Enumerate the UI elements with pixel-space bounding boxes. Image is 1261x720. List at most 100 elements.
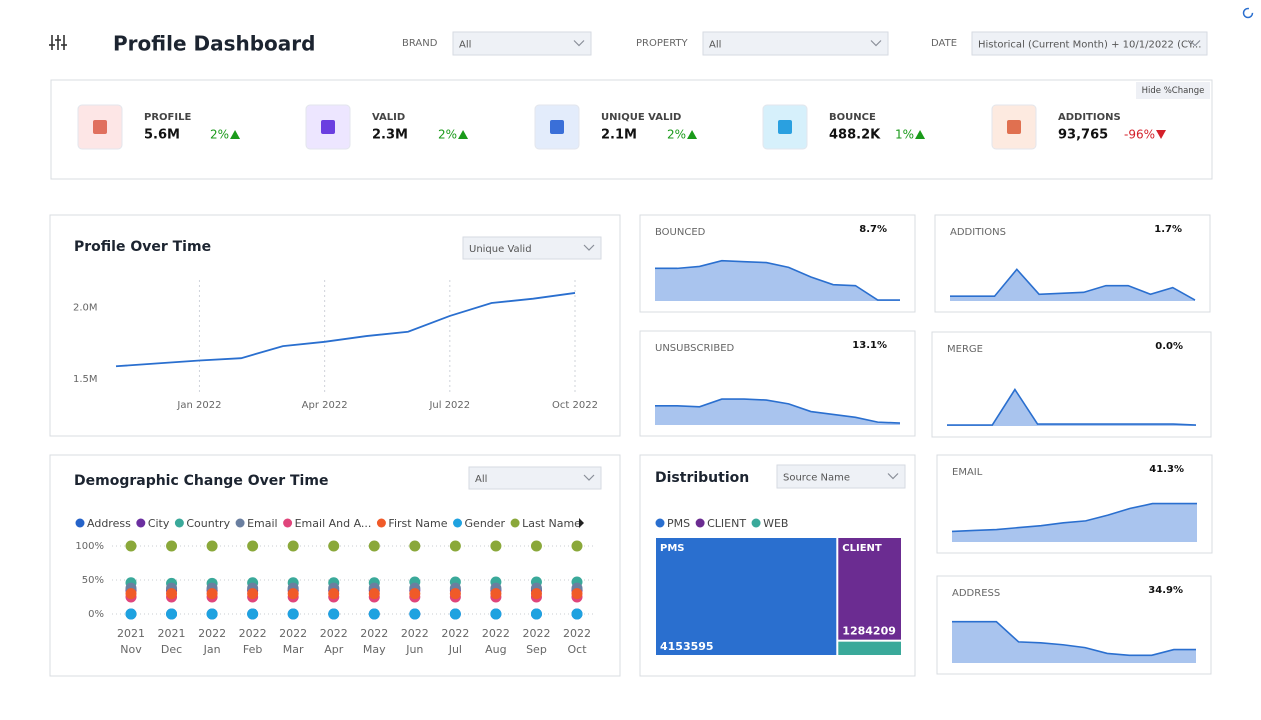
kpi-label: VALID <box>372 112 405 123</box>
dot <box>530 608 542 620</box>
area-line <box>951 502 1197 533</box>
tile-label: CLIENT <box>842 543 882 554</box>
x-tick-label: Jul 2022 <box>428 400 470 411</box>
x-tick-label: Oct 2022 <box>552 400 598 411</box>
dot <box>287 588 299 600</box>
page-title: Profile Dashboard <box>113 32 315 56</box>
y-tick-label: 1.5M <box>73 374 98 385</box>
x-tick-label: 2022 <box>239 627 267 640</box>
legend-label: WEB <box>763 517 788 530</box>
dot <box>368 588 380 600</box>
kpi-value: 2.3M <box>372 128 408 143</box>
dot <box>125 540 137 552</box>
chart-dropdown-box[interactable] <box>462 236 602 260</box>
chart-dropdown-chevron <box>583 244 595 251</box>
x-tick-label: 2022 <box>320 627 348 640</box>
x-tick-label: 2022 <box>563 627 591 640</box>
card-summary: 13.1% <box>852 340 887 351</box>
x-tick-label: Oct <box>567 643 587 656</box>
dot <box>490 540 502 552</box>
filter-dropdown-chevron <box>573 40 585 47</box>
chart-dropdown-box[interactable] <box>776 464 906 489</box>
legend-label: CLIENT <box>707 517 746 530</box>
legend-label: Address <box>87 517 131 530</box>
filter-label: BRAND <box>402 38 438 49</box>
area-fill <box>655 260 900 301</box>
chart-dropdown-value[interactable]: Unique Valid <box>469 244 532 255</box>
kpi-icon <box>550 120 564 134</box>
x-tick-label: 2021 <box>158 627 186 640</box>
dot <box>449 608 461 620</box>
chart-dropdown-value[interactable]: All <box>475 474 487 485</box>
card-title: ADDITIONS <box>950 227 1006 238</box>
area-fill <box>952 621 1196 663</box>
x-tick-label: 2022 <box>360 627 388 640</box>
filter-dropdown-box[interactable] <box>971 31 1208 56</box>
dot <box>247 588 259 600</box>
x-tick-label: Apr 2022 <box>302 400 348 411</box>
dot <box>490 608 502 620</box>
x-tick-label: Feb <box>243 643 262 656</box>
x-tick-label: Nov <box>120 643 142 656</box>
area-line <box>950 268 1196 301</box>
kpi-icon <box>93 120 107 134</box>
chart-title: Demographic Change Over Time <box>74 473 328 489</box>
x-tick-label: Dec <box>161 643 182 656</box>
legend-swatch <box>376 518 386 528</box>
kpi-icon <box>321 120 335 134</box>
dot <box>368 540 380 552</box>
filter-dropdown-chevron <box>1189 40 1201 47</box>
chart-title: Distribution <box>655 470 749 486</box>
x-tick-label: May <box>363 643 386 656</box>
refresh-icon[interactable] <box>1242 7 1254 19</box>
treemap-tile <box>656 538 837 655</box>
kpi-change: 2% <box>667 128 686 142</box>
filter-dropdown-chevron <box>870 40 882 47</box>
dot <box>328 608 340 620</box>
filter-icon[interactable] <box>49 35 67 50</box>
kpi-icon <box>1007 120 1021 134</box>
x-tick-label: Jan 2022 <box>176 400 221 411</box>
kpi-label: ADDITIONS <box>1058 112 1121 123</box>
legend-label: Email And A... <box>295 517 372 530</box>
dot <box>166 608 178 620</box>
kpi-value: 488.2K <box>829 128 881 143</box>
filter-dropdown-value[interactable]: All <box>459 40 471 51</box>
legend-label: Last Name <box>522 517 581 530</box>
chart-dropdown-box[interactable] <box>468 466 602 490</box>
tile-value: 1284209 <box>842 625 896 638</box>
filter-dropdown-value[interactable]: All <box>709 40 721 51</box>
legend-swatch <box>655 518 665 528</box>
card-summary: 41.3% <box>1149 464 1184 475</box>
y-tick-label: 2.0M <box>73 302 98 313</box>
filter-label: DATE <box>931 38 957 49</box>
y-tick-label: 0% <box>88 609 104 620</box>
kpi-change: 1% <box>895 128 914 142</box>
chart-dropdown-value[interactable]: Source Name <box>783 473 850 484</box>
legend-swatch <box>453 518 463 528</box>
filter-dropdown-value[interactable]: Historical (Current Month) + 10/1/2022 (… <box>978 40 1201 51</box>
hide-change-button[interactable] <box>1136 82 1210 99</box>
kpi-label: PROFILE <box>144 112 191 123</box>
demographic-panel <box>49 454 621 677</box>
hide-change-label[interactable]: Hide %Change <box>1142 86 1205 96</box>
legend-next-arrow[interactable] <box>579 518 584 528</box>
dot <box>125 608 137 620</box>
chart-title: Profile Over Time <box>74 239 211 255</box>
legend-label: Gender <box>465 517 506 530</box>
filter-dropdown-box[interactable] <box>452 31 592 56</box>
filter-dropdown-box[interactable] <box>702 31 889 56</box>
legend-swatch <box>695 518 705 528</box>
x-tick-label: Jul <box>448 643 462 656</box>
x-tick-label: Jan <box>203 643 221 656</box>
kpi-icon <box>778 120 792 134</box>
kpi-change: -96% <box>1124 128 1155 142</box>
dot <box>490 588 502 600</box>
kpi-trend-arrow <box>230 130 241 139</box>
legend-swatch <box>75 518 85 528</box>
treemap-tile <box>838 641 901 655</box>
kpi-value: 5.6M <box>144 128 180 143</box>
kpi-trend-arrow <box>1156 130 1167 139</box>
dot <box>449 588 461 600</box>
area-line <box>655 398 901 424</box>
